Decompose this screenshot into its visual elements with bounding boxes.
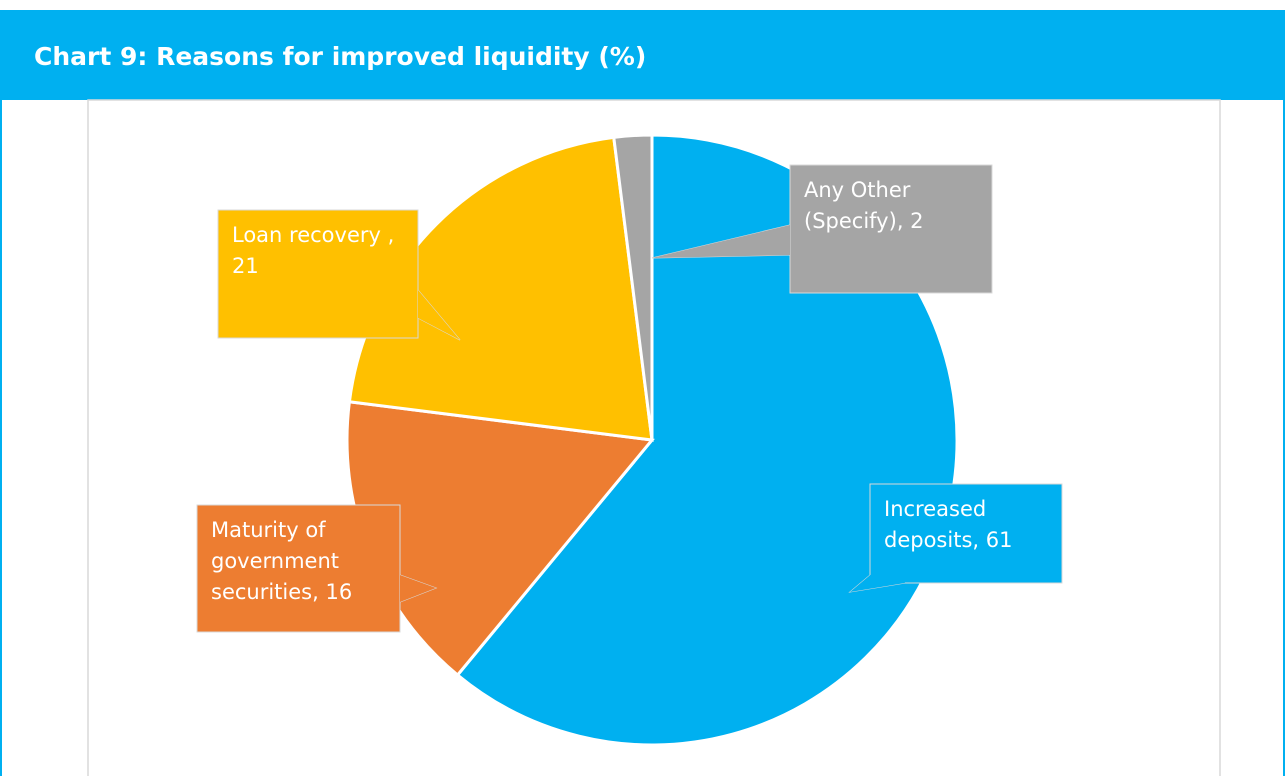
callout-pointer-fill	[850, 560, 905, 592]
data-label: Loan recovery , 21	[218, 210, 418, 338]
value-label: 16	[325, 580, 353, 604]
data-label: Increased deposits, 61	[870, 484, 1062, 583]
category-name: Any Other (Specify)	[804, 178, 918, 233]
chart-title: Chart 9: Reasons for improved liquidity …	[34, 42, 646, 71]
data-label-text: Maturity of government securities, 16	[197, 505, 400, 632]
chart-frame	[87, 99, 1221, 776]
data-label-text: Increased deposits, 61	[870, 484, 1062, 583]
callout-pointer-fill	[418, 290, 460, 340]
label-separator: ,	[312, 580, 326, 604]
label-separator: ,	[972, 528, 986, 552]
callout-box	[789, 164, 993, 294]
category-name: Maturity of government securities	[211, 518, 346, 604]
callout-box	[217, 209, 419, 339]
header-bar	[0, 10, 1285, 100]
category-name: Loan recovery	[232, 223, 388, 247]
data-label-text: Any Other (Specify), 2	[790, 165, 992, 293]
left-edge	[0, 100, 2, 776]
data-label: Maturity of government securities, 16	[197, 505, 400, 632]
value-label: 21	[232, 254, 259, 278]
data-label: Any Other (Specify), 2	[790, 165, 992, 293]
category-name: Increased deposits	[884, 497, 993, 552]
label-separator: ,	[387, 223, 401, 247]
value-label: 2	[910, 209, 924, 233]
label-separator: ,	[896, 209, 911, 233]
value-label: 61	[985, 528, 1013, 552]
callout-box	[196, 504, 401, 633]
callout-pointer-fill	[400, 575, 436, 602]
data-label-text: Loan recovery , 21	[218, 210, 418, 338]
callout-pointer-fill	[652, 225, 790, 258]
callout-box	[869, 483, 1063, 584]
pie-slice	[347, 135, 654, 442]
pie-slice	[612, 133, 654, 441]
right-edge	[1283, 100, 1285, 776]
